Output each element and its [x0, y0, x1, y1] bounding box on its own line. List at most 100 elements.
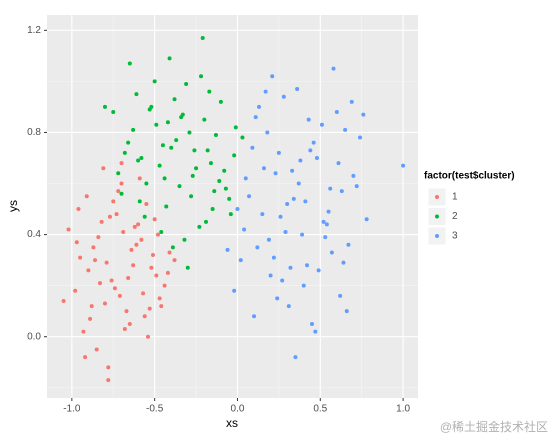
x-tick-label: 0.5: [313, 404, 327, 415]
point: [157, 296, 162, 301]
point: [126, 140, 131, 145]
point: [89, 304, 94, 309]
point: [276, 150, 281, 155]
point: [316, 268, 321, 273]
point: [212, 189, 217, 194]
point: [305, 263, 310, 268]
point: [334, 110, 339, 115]
point: [296, 181, 301, 186]
watermark: @稀土掘金技术社区: [440, 419, 548, 434]
point: [172, 258, 177, 263]
point: [401, 163, 406, 168]
point: [222, 168, 227, 173]
point: [136, 158, 141, 163]
x-tick-label: 1.0: [396, 404, 410, 415]
point: [263, 89, 268, 94]
point: [76, 207, 81, 212]
point: [233, 125, 238, 130]
point: [250, 145, 255, 150]
point: [83, 355, 88, 360]
point: [144, 181, 149, 186]
point: [129, 247, 134, 252]
point: [341, 260, 346, 265]
point: [192, 148, 197, 153]
point: [225, 247, 230, 252]
y-tick-label: 1.2: [27, 25, 41, 36]
point: [170, 245, 175, 250]
point: [146, 334, 151, 339]
point: [131, 263, 136, 268]
point: [227, 196, 232, 201]
point: [98, 281, 102, 286]
point: [190, 173, 195, 178]
point: [101, 166, 106, 171]
point: [141, 291, 146, 296]
point: [189, 194, 194, 199]
point: [285, 201, 290, 206]
point: [185, 265, 190, 270]
point: [187, 130, 192, 135]
point: [210, 207, 215, 212]
point: [99, 219, 104, 224]
point: [278, 214, 283, 219]
legend-marker: [435, 234, 439, 238]
point: [119, 181, 124, 186]
point: [288, 265, 293, 270]
point: [331, 66, 336, 71]
point: [177, 184, 182, 189]
point: [154, 273, 159, 278]
point: [167, 250, 172, 255]
point: [361, 112, 366, 117]
point: [313, 329, 318, 334]
point: [268, 273, 273, 278]
point: [112, 286, 117, 291]
point: [197, 224, 202, 229]
point: [132, 224, 137, 229]
point: [346, 242, 351, 247]
point: [182, 237, 187, 242]
point: [202, 117, 207, 122]
point: [114, 212, 119, 217]
point: [321, 219, 326, 224]
y-tick-label: 0.8: [27, 127, 41, 138]
point: [358, 135, 363, 140]
point: [106, 378, 111, 383]
panel: [47, 15, 418, 398]
point: [160, 143, 165, 148]
point: [336, 161, 341, 166]
point: [205, 148, 210, 153]
point: [300, 232, 305, 237]
point: [159, 230, 164, 235]
point: [61, 298, 66, 303]
point: [283, 230, 288, 235]
point: [349, 99, 354, 104]
point: [364, 217, 369, 222]
point: [213, 133, 218, 138]
point: [290, 168, 295, 173]
point: [91, 245, 96, 250]
y-axis-title: ys: [6, 200, 20, 212]
point: [111, 110, 116, 115]
point: [324, 222, 329, 227]
point: [157, 163, 162, 168]
point: [167, 56, 172, 61]
point: [131, 127, 136, 132]
point: [184, 81, 189, 86]
point: [314, 155, 319, 160]
legend-label: 3: [452, 231, 458, 242]
point: [96, 235, 101, 240]
legend-marker: [435, 195, 439, 199]
point: [223, 186, 228, 191]
point: [124, 309, 129, 314]
point: [104, 260, 109, 265]
point: [199, 74, 204, 79]
point: [217, 178, 222, 183]
point: [180, 112, 185, 117]
point: [228, 212, 233, 217]
point: [310, 321, 314, 326]
point: [116, 171, 121, 176]
point: [255, 245, 260, 250]
point: [165, 120, 170, 125]
legend-label: 2: [452, 211, 458, 222]
